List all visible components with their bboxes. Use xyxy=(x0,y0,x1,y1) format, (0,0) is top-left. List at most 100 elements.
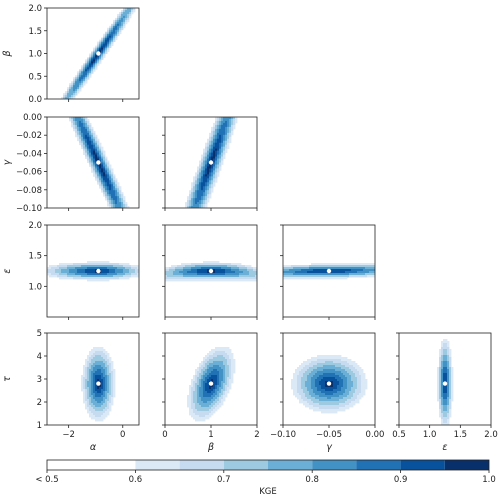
heatmap-cell xyxy=(73,97,76,99)
heatmap-cell xyxy=(349,363,352,366)
heatmap-cell xyxy=(197,391,200,394)
heatmap-cell xyxy=(109,184,112,187)
heatmap-cell xyxy=(309,267,312,270)
heatmap-cell xyxy=(441,387,444,390)
heatmap-cell xyxy=(309,371,312,374)
heatmap-cell xyxy=(77,122,80,126)
heatmap-cell xyxy=(101,361,104,364)
heatmap-cell xyxy=(121,265,124,268)
heatmap-cell xyxy=(111,27,114,31)
heatmap-cell xyxy=(105,269,108,272)
heatmap-cell xyxy=(87,407,90,410)
heatmap-cell xyxy=(87,391,90,394)
heatmap-cell xyxy=(205,194,208,197)
heatmap-cell xyxy=(223,387,226,390)
heatmap-cell xyxy=(93,138,96,142)
heatmap-cell xyxy=(85,65,88,68)
heatmap-cell xyxy=(209,395,212,398)
heatmap-cell xyxy=(343,275,346,278)
heatmap-cell xyxy=(119,277,122,280)
heatmap-cell xyxy=(99,156,102,159)
heatmap-cell xyxy=(209,166,212,169)
heatmap-cell xyxy=(439,393,442,396)
heatmap-cell xyxy=(445,403,448,406)
heatmap-cell xyxy=(199,367,202,370)
heatmap-cell xyxy=(203,174,206,177)
heatmap-cell xyxy=(115,23,118,27)
heatmap-cell xyxy=(67,97,70,99)
heatmap-cell xyxy=(199,383,202,386)
heatmap-cell xyxy=(307,373,310,376)
heatmap-cell xyxy=(97,387,100,390)
heatmap-cell xyxy=(99,385,102,388)
heatmap-cell xyxy=(205,186,208,189)
heatmap-cell xyxy=(369,269,372,272)
heatmap-cell xyxy=(307,395,310,398)
heatmap-cell xyxy=(75,134,78,138)
heatmap-cell xyxy=(443,395,446,398)
heatmap-cell xyxy=(227,353,230,356)
heatmap-cell xyxy=(195,178,198,181)
heatmap-cell xyxy=(221,152,224,155)
heatmap-cell xyxy=(227,124,230,128)
heatmap-cell xyxy=(49,271,52,274)
heatmap-cell xyxy=(73,128,76,132)
heatmap-cell xyxy=(313,365,316,368)
heatmap-cell xyxy=(323,393,326,396)
heatmap-cell xyxy=(223,273,226,276)
heatmap-cell xyxy=(207,269,210,272)
heatmap-cell xyxy=(123,269,126,272)
heatmap-cell xyxy=(449,373,452,376)
heatmap-cell xyxy=(309,395,312,398)
heatmap-cell xyxy=(119,186,122,189)
heatmap-cell xyxy=(77,91,80,94)
heatmap-cell xyxy=(331,387,334,390)
heatmap-cell xyxy=(115,198,118,201)
heatmap-cell xyxy=(115,27,118,31)
heatmap-cell xyxy=(211,134,214,138)
heatmap-cell xyxy=(81,136,84,140)
heatmap-cell xyxy=(221,347,224,350)
heatmap-cell xyxy=(335,399,338,402)
heatmap-cell xyxy=(235,117,238,120)
heatmap-cell xyxy=(437,389,440,392)
heatmap-cell xyxy=(255,271,257,274)
heatmap-cell xyxy=(171,267,174,270)
heatmap-cell xyxy=(85,79,88,82)
heatmap-cell xyxy=(447,395,450,398)
heatmap-cell xyxy=(107,367,110,370)
heatmap-cell xyxy=(209,178,212,181)
heatmap-cell xyxy=(203,164,206,167)
heatmap-cell xyxy=(207,377,210,380)
heatmap-cell xyxy=(111,23,114,27)
heatmap-cell xyxy=(439,377,442,380)
heatmap-cell xyxy=(115,263,118,266)
heatmap-cell xyxy=(103,45,106,48)
heatmap-cell xyxy=(213,353,216,356)
heatmap-cell xyxy=(213,355,216,358)
heatmap-cell xyxy=(221,122,224,126)
heatmap-cell xyxy=(225,363,228,366)
heatmap-cell xyxy=(223,357,226,360)
heatmap-cell xyxy=(91,399,94,402)
heatmap-cell xyxy=(195,192,198,195)
heatmap-cell xyxy=(203,182,206,185)
heatmap-cell xyxy=(87,75,90,78)
heatmap-cell xyxy=(175,265,178,268)
heatmap-cell xyxy=(213,158,216,161)
heatmap-cell xyxy=(225,267,228,270)
heatmap-cell xyxy=(205,192,208,195)
heatmap-cell xyxy=(67,267,70,270)
heatmap-cell xyxy=(111,371,114,374)
heatmap-cell xyxy=(115,182,118,185)
heatmap-cell xyxy=(97,47,100,50)
heatmap-cell xyxy=(83,142,86,146)
heatmap-cell xyxy=(81,81,84,84)
heatmap-cell xyxy=(93,375,96,378)
heatmap-cell xyxy=(207,267,210,270)
heatmap-cell xyxy=(91,373,94,376)
heatmap-cell xyxy=(63,97,66,99)
heatmap-cell xyxy=(335,379,338,382)
heatmap-cell xyxy=(213,132,216,136)
